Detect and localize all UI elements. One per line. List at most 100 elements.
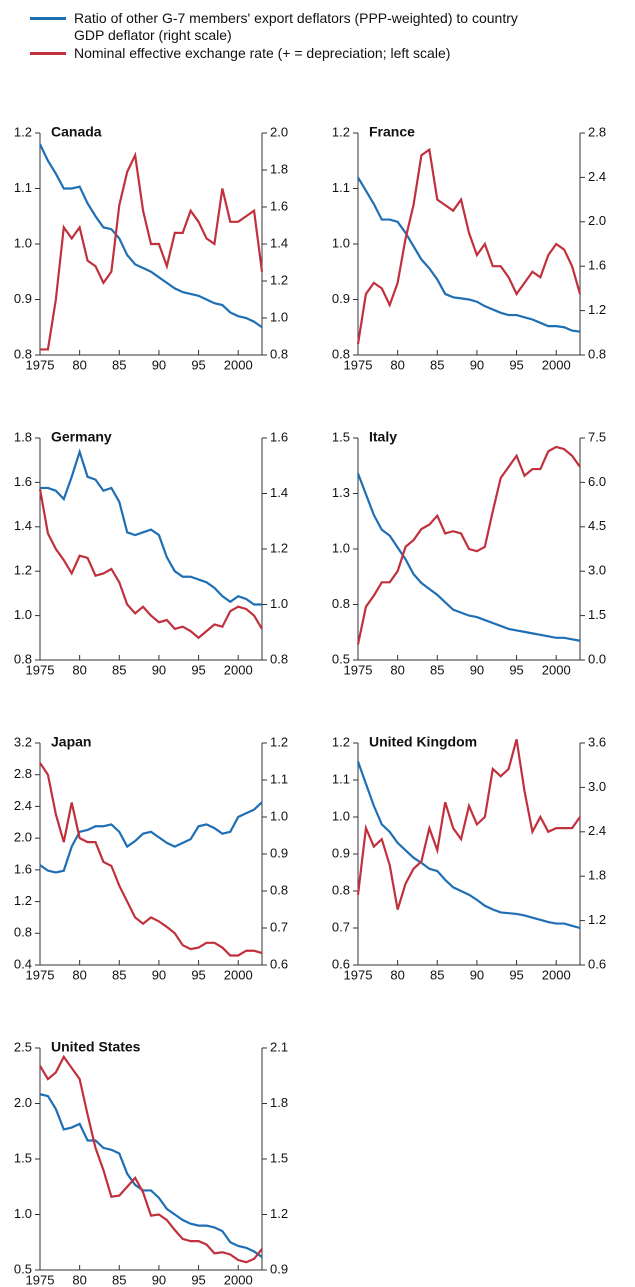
y2-tick-label: 7.5: [588, 429, 606, 444]
y-tick-label: 1.0: [332, 808, 350, 823]
series-line: [39, 1054, 263, 1264]
x-tick-label: 95: [191, 662, 205, 677]
y-tick-label: 0.4: [14, 956, 32, 971]
y2-tick-label: 0.7: [270, 919, 288, 934]
y-tick-label: 2.4: [14, 798, 32, 813]
y2-tick-label: 2.8: [588, 124, 606, 139]
y-tick-label: 1.6: [14, 861, 32, 876]
x-tick-label: 2000: [542, 967, 571, 982]
y2-tick-label: 0.8: [270, 882, 288, 897]
y2-tick-label: 0.0: [588, 651, 606, 666]
y2-tick-label: 1.0: [270, 808, 288, 823]
chart-title: United Kingdom: [369, 734, 477, 750]
x-tick-label: 1975: [344, 967, 373, 982]
chart-title: United States: [51, 1039, 141, 1055]
y2-tick-label: 3.0: [588, 563, 606, 578]
y-tick-label: 1.0: [14, 607, 32, 622]
y-tick-label: 0.8: [332, 596, 350, 611]
y-tick-label: 1.0: [332, 540, 350, 555]
y2-tick-label: 6.0: [588, 474, 606, 489]
chart-title: Germany: [51, 429, 112, 445]
y2-tick-label: 0.8: [270, 346, 288, 361]
y-tick-label: 1.1: [332, 771, 350, 786]
y-tick-label: 0.8: [14, 346, 32, 361]
series-line: [40, 151, 264, 351]
y2-tick-label: 1.6: [270, 198, 288, 213]
series-line: [356, 147, 582, 345]
y2-tick-label: 4.5: [588, 518, 606, 533]
x-tick-label: 2000: [224, 357, 253, 372]
series-line: [357, 176, 581, 333]
x-tick-label: 90: [470, 662, 484, 677]
legend: Ratio of other G-7 members' export defla…: [30, 10, 590, 63]
x-tick-label: 90: [152, 967, 166, 982]
x-tick-label: 95: [191, 967, 205, 982]
x-tick-label: 1975: [26, 357, 55, 372]
x-tick-label: 1975: [26, 1272, 55, 1287]
series-line: [356, 473, 581, 642]
y2-tick-label: 2.0: [270, 124, 288, 139]
x-tick-label: 1975: [344, 357, 373, 372]
legend-swatch: [30, 52, 66, 55]
y-tick-label: 1.0: [14, 1206, 32, 1221]
y2-tick-label: 1.5: [270, 1150, 288, 1165]
y2-tick-label: 0.8: [588, 346, 606, 361]
x-tick-label: 85: [430, 967, 444, 982]
x-tick-label: 90: [470, 967, 484, 982]
x-tick-label: 90: [152, 662, 166, 677]
y2-tick-label: 1.6: [588, 258, 606, 273]
y-tick-label: 1.5: [14, 1150, 32, 1165]
y2-tick-label: 1.8: [270, 161, 288, 176]
x-tick-label: 2000: [542, 357, 571, 372]
y-tick-label: 0.5: [14, 1261, 32, 1276]
y-tick-label: 1.5: [332, 429, 350, 444]
y-tick-label: 0.8: [332, 882, 350, 897]
series-line: [39, 762, 263, 957]
y2-tick-label: 3.6: [588, 734, 606, 749]
x-tick-label: 2000: [224, 662, 253, 677]
x-tick-label: 1975: [26, 662, 55, 677]
x-tick-label: 90: [152, 357, 166, 372]
y2-tick-label: 1.2: [270, 540, 288, 555]
y2-tick-label: 2.1: [270, 1039, 288, 1054]
series-line: [356, 739, 581, 910]
y-tick-label: 1.2: [14, 893, 32, 908]
y-tick-label: 1.2: [332, 124, 350, 139]
y-tick-label: 0.9: [332, 291, 350, 306]
y2-tick-label: 1.1: [270, 771, 288, 786]
y-tick-label: 1.4: [14, 518, 32, 533]
x-tick-label: 2000: [224, 967, 253, 982]
y2-tick-label: 1.8: [270, 1095, 288, 1110]
x-tick-label: 95: [509, 967, 523, 982]
chart-title: France: [369, 124, 415, 140]
y-tick-label: 1.1: [332, 180, 350, 195]
legend-item: Ratio of other G-7 members' export defla…: [30, 10, 590, 44]
y2-tick-label: 0.6: [588, 956, 606, 971]
y-tick-label: 0.8: [14, 651, 32, 666]
x-tick-label: 80: [72, 662, 86, 677]
x-tick-label: 1975: [344, 662, 373, 677]
y-tick-label: 1.0: [14, 235, 32, 250]
y2-tick-label: 1.0: [270, 309, 288, 324]
x-tick-label: 80: [390, 662, 404, 677]
x-tick-label: 95: [191, 357, 205, 372]
series-line: [356, 445, 581, 645]
series-line: [356, 761, 581, 930]
y2-tick-label: 2.0: [588, 213, 606, 228]
x-tick-label: 85: [430, 662, 444, 677]
y-tick-label: 1.6: [14, 474, 32, 489]
x-tick-label: 90: [152, 1272, 166, 1287]
x-tick-label: 1975: [26, 967, 55, 982]
y-tick-label: 0.9: [14, 291, 32, 306]
y-tick-label: 0.9: [332, 845, 350, 860]
y2-tick-label: 1.5: [588, 607, 606, 622]
legend-label: Nominal effective exchange rate (+ = dep…: [74, 45, 451, 61]
y-tick-label: 2.8: [14, 766, 32, 781]
y2-tick-label: 1.2: [270, 734, 288, 749]
y-tick-label: 1.1: [14, 180, 32, 195]
y2-tick-label: 0.9: [270, 1261, 288, 1276]
y2-tick-label: 0.8: [270, 651, 288, 666]
x-tick-label: 95: [191, 1272, 205, 1287]
y-tick-label: 0.8: [332, 346, 350, 361]
